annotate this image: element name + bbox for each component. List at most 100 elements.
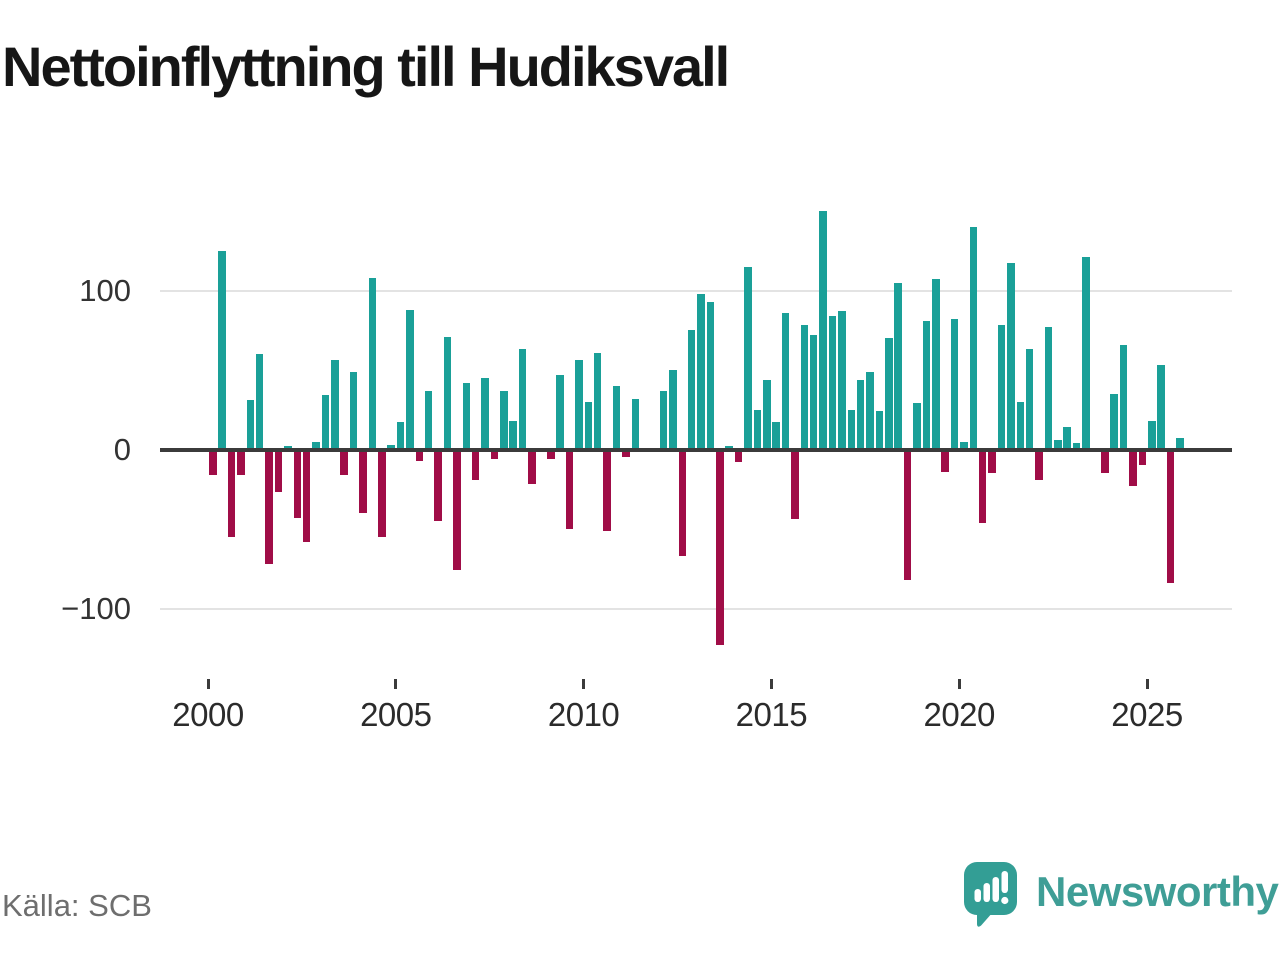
bar-2017-Q2 <box>856 379 865 450</box>
bar-2014-Q2 <box>744 266 752 450</box>
x-tick-label-2000: 2000 <box>172 696 244 733</box>
bar-2025-Q4 <box>1176 438 1184 450</box>
bar-2001-Q4 <box>274 449 283 493</box>
newsworthy-logo-text: Newsworthy <box>1036 868 1279 915</box>
chart-title: Nettoinflyttning till Hudiksvall <box>2 35 730 98</box>
bar-2012-Q3 <box>678 449 686 557</box>
bar-2020-Q1 <box>960 441 968 450</box>
bar-2015-Q1 <box>772 422 780 450</box>
bar-2005-Q4 <box>424 390 433 450</box>
y-tick-label-100: 100 <box>79 272 131 308</box>
bar-2006-Q1 <box>434 449 442 522</box>
x-tick-2010 <box>582 679 586 689</box>
bar-2024-Q3 <box>1129 449 1137 487</box>
x-tick-label-2010: 2010 <box>547 696 620 733</box>
bar-2016-Q4 <box>838 311 846 450</box>
bar-2018-Q2 <box>894 282 902 450</box>
bar-2021-Q4 <box>1025 349 1034 450</box>
bar-2003-Q3 <box>340 449 348 475</box>
bar-2005-Q3 <box>415 449 424 461</box>
x-axis-zero-line <box>160 447 1232 452</box>
bar-2000-Q1 <box>209 449 217 475</box>
bar-2003-Q2 <box>331 360 339 450</box>
bar-2001-Q3 <box>265 449 273 564</box>
bar-2016-Q3 <box>828 315 837 450</box>
bar-2008-Q2 <box>518 349 527 450</box>
bar-2004-Q3 <box>378 449 386 537</box>
bar-2024-Q4 <box>1138 449 1147 466</box>
bar-2025-Q1 <box>1148 420 1156 450</box>
bar-2013-Q3 <box>716 449 724 646</box>
bar-2012-Q2 <box>669 370 677 450</box>
bar-2000-Q4 <box>237 449 245 475</box>
bar-2004-Q1 <box>359 449 367 514</box>
bar-2001-Q2 <box>255 354 264 450</box>
bar-2007-Q4 <box>500 390 508 450</box>
bar-2019-Q2 <box>932 279 940 450</box>
bar-2023-Q4 <box>1101 449 1109 474</box>
bar-2018-Q1 <box>885 338 893 450</box>
bar-2013-Q1 <box>697 293 705 450</box>
bar-2002-Q4 <box>312 441 320 450</box>
gridline--100 <box>160 607 1232 610</box>
bar-2009-Q4 <box>575 360 583 450</box>
bar-2004-Q2 <box>368 277 377 450</box>
bar-2021-Q1 <box>997 325 1006 450</box>
bar-2021-Q3 <box>1016 401 1025 450</box>
bar-2000-Q3 <box>227 449 236 537</box>
source-note: Källa: SCB <box>2 888 152 923</box>
bar-2005-Q1 <box>396 422 405 450</box>
bar-2007-Q1 <box>471 449 480 480</box>
bar-2003-Q4 <box>349 371 358 450</box>
bar-2019-Q4 <box>950 319 959 450</box>
bar-2020-Q4 <box>988 449 996 474</box>
bar-2022-Q3 <box>1054 439 1062 450</box>
x-tick-label-2020: 2020 <box>923 696 995 733</box>
bar-2006-Q2 <box>443 336 452 450</box>
bar-2010-Q4 <box>612 385 621 450</box>
bar-2024-Q1 <box>1110 393 1118 450</box>
bar-2003-Q1 <box>321 395 330 450</box>
bar-2018-Q4 <box>913 403 921 450</box>
bar-2010-Q2 <box>593 352 602 450</box>
bar-2012-Q1 <box>659 390 668 450</box>
bar-2018-Q3 <box>903 449 912 580</box>
bar-2002-Q2 <box>293 449 301 518</box>
x-tick-2015 <box>769 679 773 689</box>
y-tick-label-0: 0 <box>113 431 131 467</box>
bar-2023-Q1 <box>1072 443 1081 450</box>
newsworthy-logo: Newsworthy <box>960 856 1280 931</box>
bar-2014-Q1 <box>734 449 743 463</box>
bar-2009-Q2 <box>556 374 564 450</box>
bar-2014-Q3 <box>753 409 762 450</box>
bar-2010-Q1 <box>584 401 593 450</box>
bar-2013-Q2 <box>706 301 715 450</box>
x-tick-2005 <box>394 679 398 689</box>
bar-2015-Q3 <box>791 449 799 520</box>
bar-2002-Q3 <box>302 449 311 542</box>
x-tick-label-2015: 2015 <box>735 696 808 733</box>
bar-2004-Q4 <box>387 444 395 450</box>
bar-2024-Q2 <box>1119 344 1128 450</box>
bar-2007-Q3 <box>490 449 499 460</box>
bar-2011-Q1 <box>622 449 630 458</box>
bar-2020-Q2 <box>969 226 978 450</box>
y-tick-label-−100: −100 <box>61 590 131 626</box>
bar-2007-Q2 <box>481 377 489 450</box>
x-tick-label-2025: 2025 <box>1111 696 1183 733</box>
bar-2022-Q2 <box>1044 327 1053 450</box>
bar-2006-Q3 <box>453 449 461 571</box>
bar-2019-Q1 <box>922 320 931 450</box>
bar-2012-Q4 <box>687 330 696 450</box>
bar-2022-Q4 <box>1063 427 1071 450</box>
x-tick-2020 <box>957 679 961 689</box>
bar-2005-Q2 <box>406 309 414 450</box>
bar-2022-Q1 <box>1035 449 1043 480</box>
bar-2010-Q3 <box>603 449 611 531</box>
bar-2015-Q2 <box>781 312 790 450</box>
bar-2025-Q3 <box>1166 449 1175 584</box>
bar-2021-Q2 <box>1007 263 1015 450</box>
bar-2016-Q1 <box>809 335 818 450</box>
bar-2019-Q3 <box>941 449 949 472</box>
